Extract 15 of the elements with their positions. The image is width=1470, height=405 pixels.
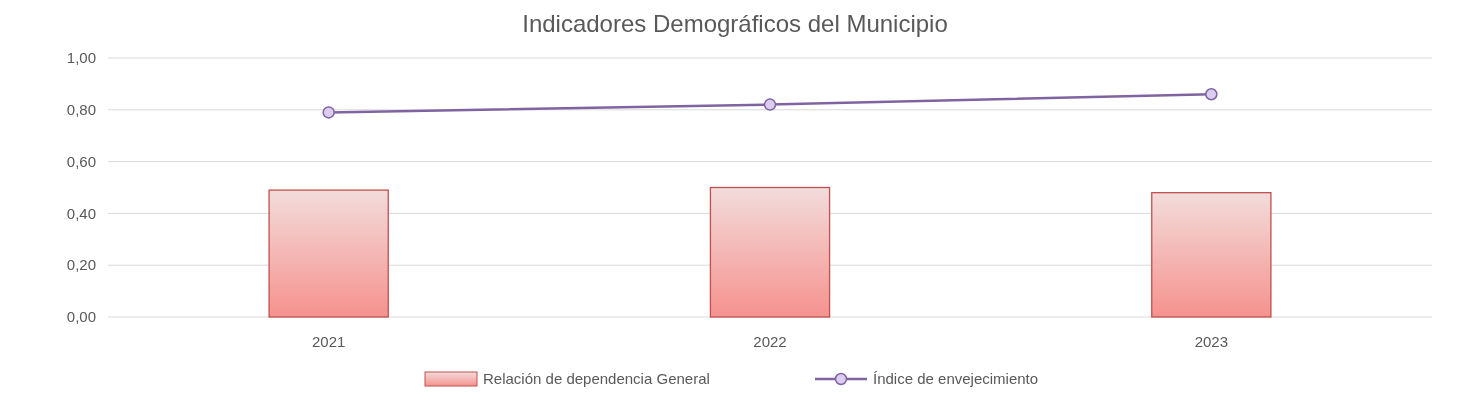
point bbox=[763, 98, 777, 111]
x-tick-label: 2023 bbox=[1194, 333, 1229, 350]
y-tick-label: 1,00 bbox=[66, 49, 96, 67]
y-tick-label: 0,00 bbox=[66, 308, 96, 326]
y-tick-label: 0,20 bbox=[66, 256, 96, 274]
x-tick-label: 2022 bbox=[753, 333, 787, 350]
chart-title: Indicadores Demográficos del Municipio bbox=[522, 10, 948, 37]
legend-label: Índice de envejecimiento bbox=[873, 370, 1039, 388]
y-tick-label: 0,40 bbox=[66, 204, 96, 222]
y-tick-label: 0,80 bbox=[66, 101, 96, 119]
point bbox=[1205, 88, 1218, 101]
x-tick-label: 2021 bbox=[311, 333, 346, 350]
y-tick-label: 0,60 bbox=[66, 152, 96, 170]
legend-label: Relación de dependencia General bbox=[483, 370, 710, 388]
point bbox=[322, 106, 335, 119]
